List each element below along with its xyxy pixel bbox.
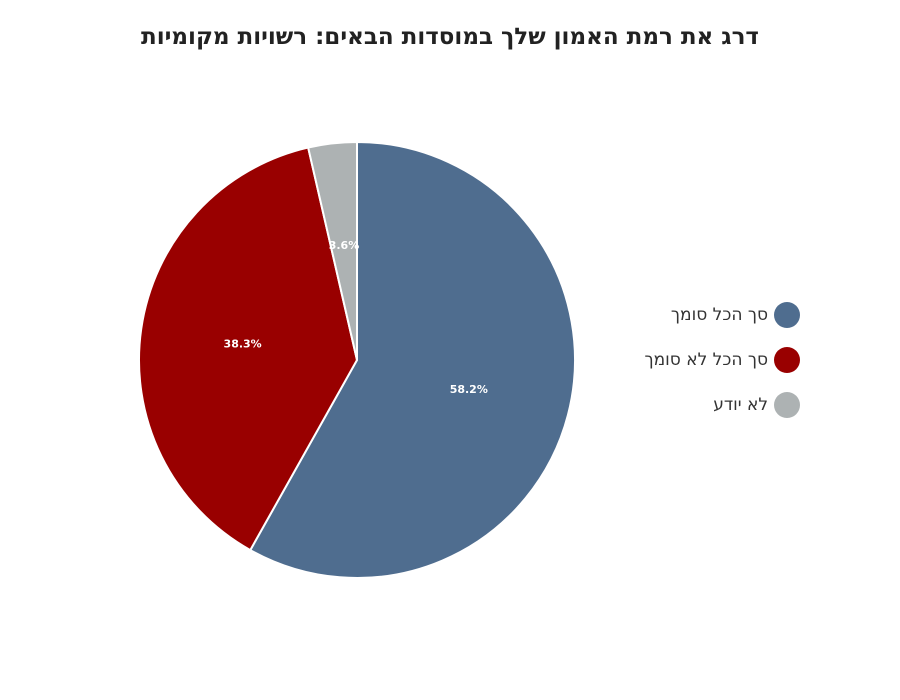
pie-label-trust: 58.2%: [450, 383, 488, 396]
legend: סך הכל סומך סך הכל לא סומך לא יודע: [560, 298, 800, 433]
legend-item-dont-know[interactable]: לא יודע: [560, 388, 800, 422]
legend-label-trust: סך הכל סומך: [670, 305, 768, 325]
pie-label-dont-know: 3.6%: [329, 239, 360, 252]
legend-item-trust[interactable]: סך הכל סומך: [560, 298, 800, 332]
pie-slice-distrust[interactable]: [138, 146, 359, 552]
legend-label-dont-know: לא יודע: [713, 395, 768, 415]
legend-swatch-dont-know: [774, 392, 800, 418]
legend-swatch-distrust: [774, 347, 800, 373]
legend-item-distrust[interactable]: סך הכל לא סומך: [560, 343, 800, 377]
legend-label-distrust: סך הכל לא סומך: [644, 350, 769, 370]
pie-slice-trust[interactable]: [248, 140, 576, 579]
pie-label-distrust: 38.3%: [224, 338, 262, 351]
pie-slice-dont-know[interactable]: [306, 140, 358, 361]
chart-title: דרג את רמת האמון שלך במוסדות הבאים: רשוי…: [141, 24, 759, 50]
legend-swatch-trust: [774, 302, 800, 328]
